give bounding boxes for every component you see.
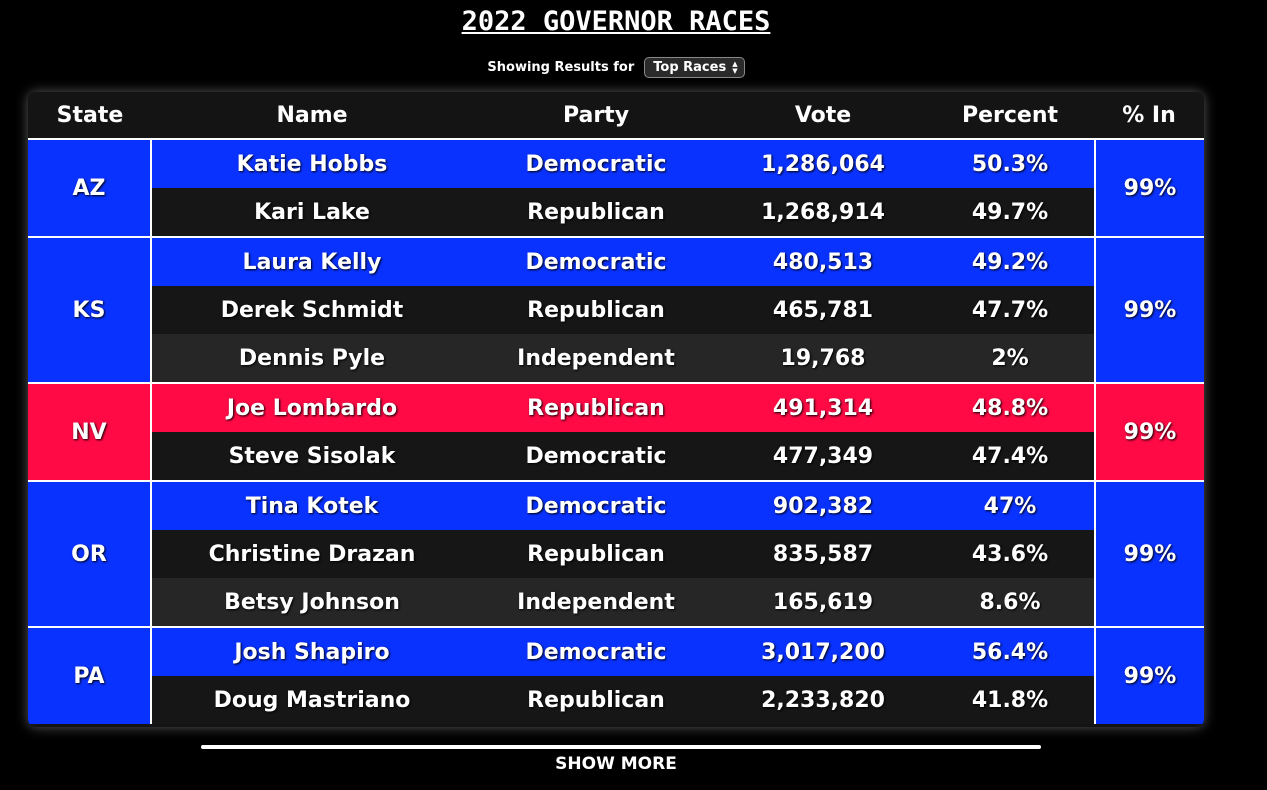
candidate-percent: 49.7% [971,199,1049,225]
candidate-name: Laura Kelly [242,249,382,275]
candidate-party: Democratic [525,443,667,469]
candidate-name: Katie Hobbs [236,151,388,177]
candidate-vote: 480,513 [772,249,874,275]
candidate-list: Tina Kotek Democratic 902,382 47% Christine … [152,482,1094,626]
table-row-winner: Tina Kotek Democratic 902,382 47% [152,482,1094,530]
filter-row: Showing Results for Top Races ▲ ▼ [0,57,1232,78]
header-party: Party [562,102,630,128]
candidate-percent: 48.8% [971,395,1049,421]
candidate-party: Democratic [525,639,667,665]
table-row-winner: Laura Kelly Democratic 480,513 49.2% [152,238,1094,286]
race-group: KS Laura Kelly Democratic 480,513 49.2% Derek… [28,238,1204,384]
show-more-divider [201,745,1041,749]
candidate-party: Independent [517,345,675,371]
candidate-name: Dennis Pyle [238,345,386,371]
candidate-percent: 43.6% [971,541,1049,567]
candidate-percent: 49.2% [971,249,1049,275]
state-cell: AZ [28,140,152,236]
candidate-party: Republican [527,297,665,323]
table-row: Christine Drazan Republican 835,587 43.6% [152,530,1094,578]
candidate-percent: 8.6% [979,589,1041,615]
table-row: Steve Sisolak Democratic 477,349 47.4% [152,432,1094,480]
race-group: AZ Katie Hobbs Democratic 1,286,064 50.3% Kar… [28,140,1204,238]
candidate-party: Democratic [525,249,667,275]
race-group: PA Josh Shapiro Democratic 3,017,200 56.4% Do… [28,628,1204,724]
candidate-list: Katie Hobbs Democratic 1,286,064 50.3% Kari … [152,140,1094,236]
candidate-name: Christine Drazan [208,541,416,567]
pct-in-cell: 99% [1094,384,1204,480]
candidate-party: Democratic [525,493,667,519]
candidate-list: Joe Lombardo Republican 491,314 48.8% Steve … [152,384,1094,480]
show-more-button[interactable]: SHOW MORE [555,754,677,774]
candidate-vote: 3,017,200 [761,639,885,665]
candidate-vote: 902,382 [772,493,874,519]
candidate-party: Republican [527,395,665,421]
candidate-party: Republican [527,687,665,713]
candidate-percent: 56.4% [971,639,1049,665]
table-body: AZ Katie Hobbs Democratic 1,286,064 50.3% Kar… [28,140,1204,724]
candidate-name: Joe Lombardo [226,395,398,421]
table-row-winner: Josh Shapiro Democratic 3,017,200 56.4% [152,628,1094,676]
pct-in-cell: 99% [1094,238,1204,382]
candidate-vote: 477,349 [772,443,874,469]
header-pct-in: % In [1122,102,1176,128]
state-cell: NV [28,384,152,480]
race-group: OR Tina Kotek Democratic 902,382 47% Christin… [28,482,1204,628]
race-filter-select[interactable]: Top Races ▲ ▼ [644,57,745,78]
candidate-vote: 2,233,820 [761,687,885,713]
candidate-name: Betsy Johnson [224,589,400,615]
candidate-vote: 465,781 [772,297,874,323]
state-cell: PA [28,628,152,724]
candidate-list: Laura Kelly Democratic 480,513 49.2% Derek S… [152,238,1094,382]
candidate-percent: 47% [983,493,1037,519]
candidate-list: Josh Shapiro Democratic 3,017,200 56.4% Doug… [152,628,1094,724]
chevron-updown-icon: ▲ ▼ [732,59,738,75]
candidate-percent: 2% [991,345,1029,371]
candidate-percent: 41.8% [971,687,1049,713]
pct-in-cell: 99% [1094,628,1204,724]
candidate-party: Democratic [525,151,667,177]
page-title: 2022 GOVERNOR RACES [461,6,771,37]
pct-in-cell: 99% [1094,140,1204,236]
table-row: Kari Lake Republican 1,268,914 49.7% [152,188,1094,236]
header-state: State [56,102,124,128]
state-cell: KS [28,238,152,382]
candidate-party: Republican [527,541,665,567]
candidate-vote: 835,587 [772,541,874,567]
candidate-party: Independent [517,589,675,615]
pct-in-cell: 99% [1094,482,1204,626]
candidate-vote: 1,268,914 [761,199,885,225]
table-row: Doug Mastriano Republican 2,233,820 41.8% [152,676,1094,724]
filter-label: Showing Results for [487,60,635,75]
candidate-vote: 491,314 [772,395,874,421]
candidate-vote: 165,619 [772,589,874,615]
table-row-winner: Katie Hobbs Democratic 1,286,064 50.3% [152,140,1094,188]
candidate-percent: 47.4% [971,443,1049,469]
candidate-name: Doug Mastriano [213,687,411,713]
results-table: State Name Party Vote Percent % In AZ Kat… [28,92,1204,727]
candidate-percent: 47.7% [971,297,1049,323]
candidate-name: Josh Shapiro [234,639,390,665]
header-percent: Percent [961,102,1059,128]
race-group: NV Joe Lombardo Republican 491,314 48.8% Stev… [28,384,1204,482]
state-cell: OR [28,482,152,626]
table-header: State Name Party Vote Percent % In [28,92,1204,140]
table-row: Dennis Pyle Independent 19,768 2% [152,334,1094,382]
table-row: Betsy Johnson Independent 165,619 8.6% [152,578,1094,626]
candidate-percent: 50.3% [971,151,1049,177]
header-name: Name [276,102,348,128]
table-row: Derek Schmidt Republican 465,781 47.7% [152,286,1094,334]
candidate-name: Kari Lake [254,199,370,225]
candidate-vote: 19,768 [780,345,866,371]
candidate-name: Tina Kotek [245,493,379,519]
candidate-name: Steve Sisolak [228,443,396,469]
table-row-winner: Joe Lombardo Republican 491,314 48.8% [152,384,1094,432]
candidate-vote: 1,286,064 [761,151,885,177]
candidate-party: Republican [527,199,665,225]
header-vote: Vote [794,102,852,128]
candidate-name: Derek Schmidt [220,297,404,323]
race-filter-value: Top Races [653,60,727,75]
